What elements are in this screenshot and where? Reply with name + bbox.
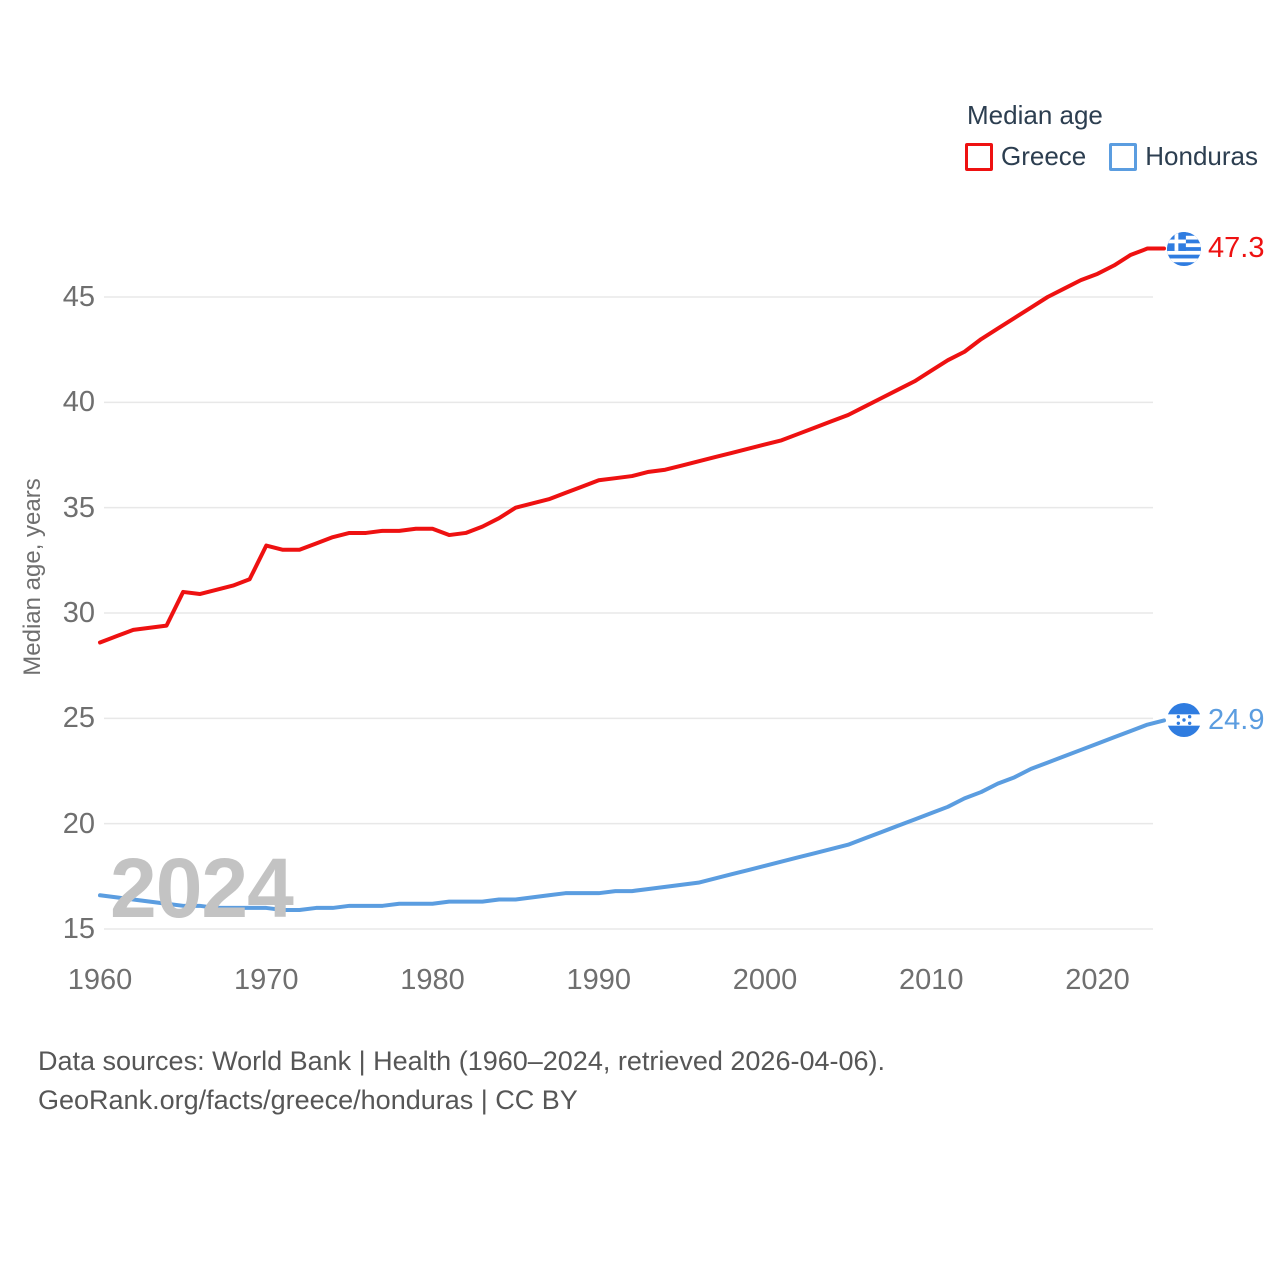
x-tick-label: 1980 [400,964,465,996]
legend-item-honduras[interactable]: Honduras [1109,141,1258,172]
greece-line [98,246,1166,645]
x-tick-label: 2020 [1065,964,1130,996]
honduras-flag-icon [1167,703,1201,738]
greece-end-label: 47.3 [1167,231,1265,266]
x-tick-label: 1960 [67,964,133,996]
honduras-end-label: 24.9 [1167,703,1265,738]
footer-sources-line: Data sources: World Bank | Health (1960–… [38,1046,885,1076]
honduras-color-swatch [1109,142,1138,171]
legend: Greece Honduras [965,141,1258,172]
x-tick-label: 1990 [566,964,631,996]
y-tick-label: 30 [62,597,95,629]
greece-flag-icon [1167,231,1201,266]
legend-item-greece[interactable]: Greece [965,141,1086,172]
honduras-end-value: 24.9 [1208,703,1265,736]
y-axis-title: Median age, years [19,478,46,676]
honduras-line [98,718,1166,913]
footer: Data sources: World Bank | Health (1960–… [38,1042,885,1120]
x-tick-label: 2000 [732,964,798,996]
series-lines [98,246,1166,913]
greece-color-swatch [965,142,993,171]
y-tick-label: 20 [62,807,95,840]
x-tick-label: 2010 [898,964,964,996]
legend-label-greece: Greece [1001,141,1087,171]
gridlines [104,296,1153,930]
y-tick-label: 25 [62,702,95,735]
footer-attribution-line: GeoRank.org/facts/greece/honduras | CC B… [38,1085,578,1115]
greece-end-value: 47.3 [1208,232,1265,265]
y-tick-label: 15 [62,913,95,945]
y-tick-label: 45 [62,281,95,313]
legend-label-honduras: Honduras [1145,141,1258,171]
legend-title: Median age [967,100,1103,130]
y-tick-label: 40 [62,386,95,419]
watermark-year: 2024 [110,841,294,935]
y-tick-label: 35 [62,491,95,524]
x-tick-label: 1970 [233,964,299,996]
